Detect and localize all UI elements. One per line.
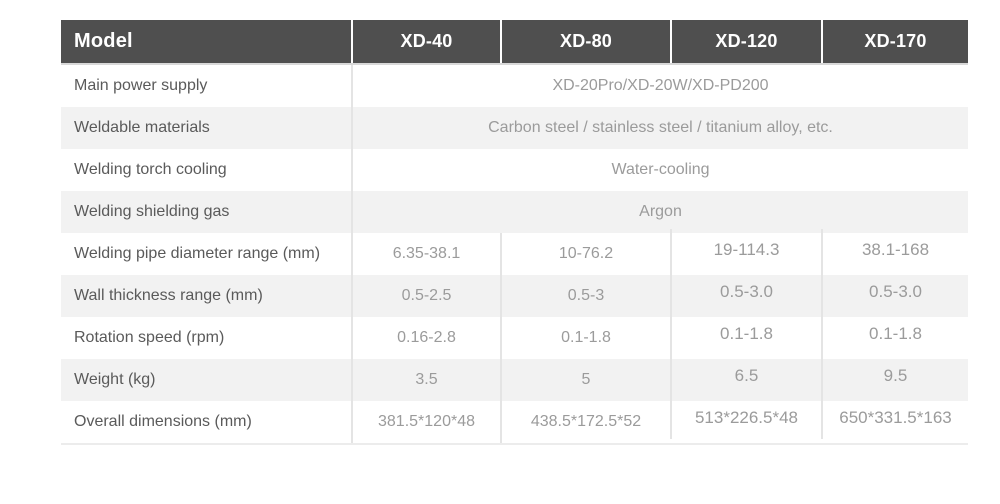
cell-xd-80: 5 — [500, 359, 670, 401]
cell-xd-120: 6.5 — [670, 355, 821, 397]
cell-xd-80: 10-76.2 — [500, 233, 670, 275]
row-value: Carbon steel / stainless steel / titaniu… — [351, 107, 968, 149]
spec-row-pipe-diameter-range: Welding pipe diameter range (mm) 6.35-38… — [61, 229, 968, 275]
spec-row-weldable-materials: Weldable materials Carbon steel / stainl… — [61, 107, 968, 149]
row-label: Welding torch cooling — [74, 161, 227, 178]
row-label: Weight (kg) — [74, 371, 156, 388]
header-cell-xd-80: XD-80 — [500, 20, 670, 63]
cell-xd-80: 0.1-1.8 — [500, 317, 670, 359]
cell-xd-40: 3.5 — [351, 359, 500, 401]
row-label: Wall thickness range (mm) — [74, 287, 263, 304]
header-cell-model: Model — [61, 20, 351, 63]
cell-xd-120: 0.1-1.8 — [670, 313, 821, 355]
cell-xd-120: 19-114.3 — [670, 229, 821, 271]
row-label: Welding pipe diameter range (mm) — [74, 245, 321, 262]
cell-xd-170: 9.5 — [821, 355, 968, 397]
header-cell-xd-170: XD-170 — [821, 20, 968, 63]
table-header-row: Model XD-40 XD-80 XD-120 XD-170 — [61, 20, 968, 65]
cell-xd-170: 0.5-3.0 — [821, 271, 968, 313]
spec-row-wall-thickness-range: Wall thickness range (mm) 0.5-2.5 0.5-3 … — [61, 271, 968, 317]
product-spec-table: Model XD-40 XD-80 XD-120 XD-170 Main pow… — [61, 20, 968, 445]
row-value: XD-20Pro/XD-20W/XD-PD200 — [351, 65, 968, 107]
cell-xd-80: 0.5-3 — [500, 275, 670, 317]
cell-xd-170: 650*331.5*163 — [821, 397, 968, 439]
header-cell-xd-120: XD-120 — [670, 20, 821, 63]
spec-row-rotation-speed: Rotation speed (rpm) 0.16-2.8 0.1-1.8 0.… — [61, 313, 968, 359]
cell-xd-80: 438.5*172.5*52 — [500, 401, 670, 443]
cell-xd-40: 0.16-2.8 — [351, 317, 500, 359]
cell-xd-120: 0.5-3.0 — [670, 271, 821, 313]
spec-row-overall-dimensions: Overall dimensions (mm) 381.5*120*48 438… — [61, 397, 968, 443]
cell-xd-120: 513*226.5*48 — [670, 397, 821, 439]
row-label: Main power supply — [74, 77, 208, 94]
row-value: Argon — [351, 191, 968, 233]
cell-xd-40: 0.5-2.5 — [351, 275, 500, 317]
cell-xd-40: 6.35-38.1 — [351, 233, 500, 275]
cell-xd-170: 0.1-1.8 — [821, 313, 968, 355]
spec-row-main-power-supply: Main power supply XD-20Pro/XD-20W/XD-PD2… — [61, 65, 968, 107]
header-cell-xd-40: XD-40 — [351, 20, 500, 63]
row-label: Rotation speed (rpm) — [74, 329, 225, 346]
row-label: Weldable materials — [74, 119, 210, 136]
cell-xd-40: 381.5*120*48 — [351, 401, 500, 443]
spec-row-welding-torch-cooling: Welding torch cooling Water-cooling — [61, 149, 968, 191]
spec-row-welding-shielding-gas: Welding shielding gas Argon — [61, 191, 968, 233]
spec-row-weight: Weight (kg) 3.5 5 6.5 9.5 — [61, 355, 968, 401]
row-label: Overall dimensions (mm) — [74, 413, 252, 430]
row-label: Welding shielding gas — [74, 203, 230, 220]
cell-xd-170: 38.1-168 — [821, 229, 968, 271]
row-value: Water-cooling — [351, 149, 968, 191]
